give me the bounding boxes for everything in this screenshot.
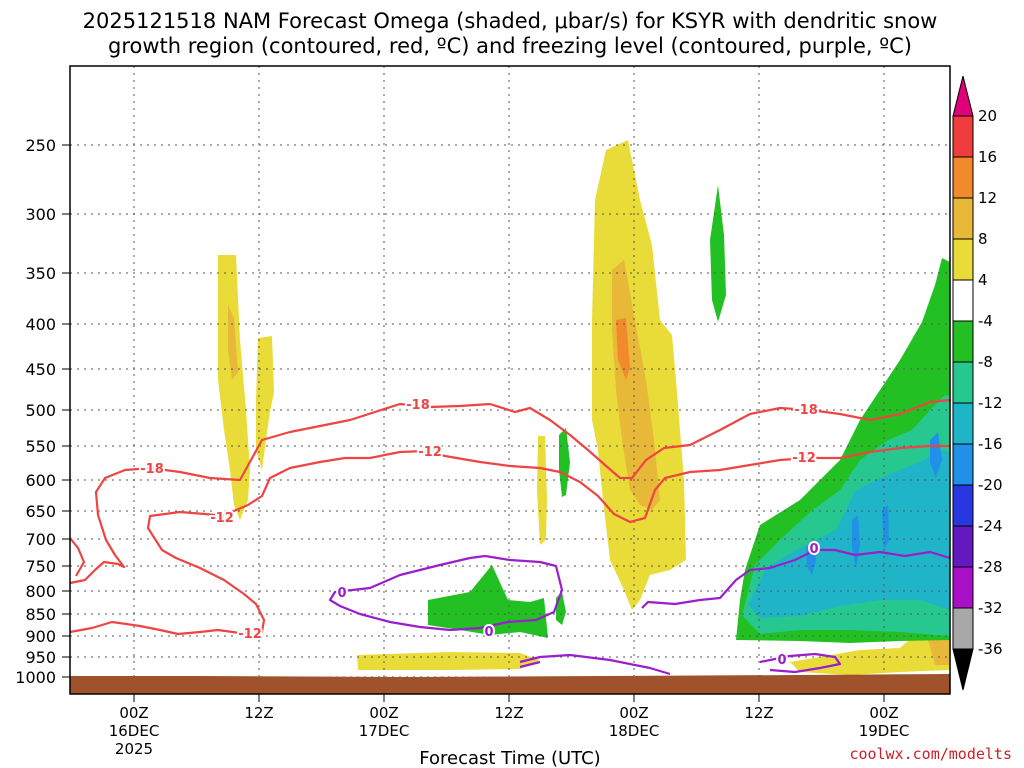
y-tick-label: 700 xyxy=(25,530,56,549)
y-tick-label: 600 xyxy=(25,471,56,490)
y-tick-label: 500 xyxy=(25,401,56,420)
contour-label-red: -18 xyxy=(794,403,818,418)
colorbar-label: 8 xyxy=(978,230,988,248)
colorbar-label: 12 xyxy=(978,189,997,207)
x-tick-label: 00Z xyxy=(869,704,898,722)
colorbar-swatch xyxy=(952,607,974,650)
contour-label-purple: 0 xyxy=(809,542,818,557)
contour-label-purple: 0 xyxy=(337,586,346,601)
y-tick-label: 300 xyxy=(25,205,56,224)
x-tick-label: 12Z xyxy=(244,704,273,722)
y-tick-label: 800 xyxy=(25,582,56,601)
dgz-contours xyxy=(70,398,950,636)
x-tick-label: 12Z xyxy=(744,704,773,722)
y-tick-label: 750 xyxy=(25,557,56,576)
contour-0-low2 xyxy=(519,660,541,669)
contour-label-purple: 0 xyxy=(777,653,786,668)
colorbar-swatch xyxy=(952,197,974,240)
plot-area: -18 -12 -18 -12 -12 -18 -12 0 0 0 0 xyxy=(15,65,951,768)
contour-label-red: -18 xyxy=(140,462,164,477)
contour-labels: -18 -12 -18 -12 -12 -18 -12 0 0 0 0 xyxy=(138,396,820,670)
colorbar-label: -36 xyxy=(978,640,1003,658)
colorbar-swatch xyxy=(952,402,974,445)
colorbar-bottom-arrow xyxy=(952,648,974,691)
plot-frame xyxy=(69,65,951,695)
colorbar-swatch xyxy=(952,279,974,322)
x-tick-label: 00Z xyxy=(369,704,398,722)
contour-minus12-left xyxy=(70,537,86,577)
x-tick-label: 00Z xyxy=(619,704,648,722)
y-tick-label: 400 xyxy=(25,315,56,334)
colorbar-label: -20 xyxy=(978,476,1003,494)
contour-label-red: -18 xyxy=(406,398,430,413)
colorbar-labels: 20 16 12 8 4 -4 -8 -12 -16 -20 -24 -28 -… xyxy=(978,107,1003,658)
x-tick-label: 17DEC xyxy=(359,722,410,740)
omega-shading-negative xyxy=(428,185,950,643)
colorbar-label: 16 xyxy=(978,148,997,166)
colorbar-label: -12 xyxy=(978,394,1003,412)
x-tick-label: 2025 xyxy=(115,740,153,758)
contour-label-red: -12 xyxy=(238,627,262,642)
colorbar-swatch xyxy=(952,156,974,199)
colorbar-swatch xyxy=(952,361,974,404)
y-tick-label: 650 xyxy=(25,502,56,521)
colorbar-label: 4 xyxy=(978,271,988,289)
contour-label-red: -12 xyxy=(210,511,234,526)
colorbar-label: 20 xyxy=(978,107,997,125)
contour-minus12 xyxy=(70,444,950,636)
y-tick-label: 450 xyxy=(25,360,56,379)
chart-title-line2: growth region (contoured, red, ºC) and f… xyxy=(108,34,912,58)
colorbar-swatch xyxy=(952,484,974,527)
contour-0-right xyxy=(759,652,842,674)
contour-label-red: -12 xyxy=(792,451,816,466)
x-axis-label: Forecast Time (UTC) xyxy=(419,748,600,768)
colorbar-swatch xyxy=(952,566,974,609)
x-tick-label: 12Z xyxy=(494,704,523,722)
colorbar-swatch xyxy=(952,443,974,486)
ground-terrain xyxy=(70,674,950,694)
y-tick-label: 350 xyxy=(25,264,56,283)
omega-shading-positive xyxy=(218,140,950,675)
y-tick-label: 550 xyxy=(25,437,56,456)
x-tick-label: 18DEC xyxy=(609,722,660,740)
y-tick-label: 1000 xyxy=(15,668,56,687)
x-tick-labels: 00Z 16DEC 2025 12Z 00Z 17DEC 12Z 00Z 18D… xyxy=(109,704,910,758)
colorbar-label: -32 xyxy=(978,599,1003,617)
x-tick-label: 19DEC xyxy=(859,722,910,740)
axis-ticks xyxy=(62,144,885,702)
contour-0-loop xyxy=(328,554,564,632)
colorbar-label: -24 xyxy=(978,517,1003,535)
contour-0-east xyxy=(641,548,950,609)
y-tick-label: 850 xyxy=(25,605,56,624)
contour-minus18 xyxy=(70,398,950,585)
colorbar xyxy=(952,75,974,691)
colorbar-swatch xyxy=(952,320,974,363)
colorbar-label: -8 xyxy=(978,353,993,371)
y-tick-labels: 250 300 350 400 450 500 550 600 650 700 … xyxy=(15,136,56,687)
colorbar-label: -4 xyxy=(978,312,993,330)
x-tick-label: 16DEC xyxy=(109,722,160,740)
freezing-level-contours xyxy=(328,548,950,676)
y-tick-label: 950 xyxy=(25,648,56,667)
y-tick-label: 250 xyxy=(25,136,56,155)
y-tick-label: 900 xyxy=(25,627,56,646)
colorbar-label: -16 xyxy=(978,435,1003,453)
colorbar-top-arrow xyxy=(952,75,974,117)
x-tick-label: 00Z xyxy=(119,704,148,722)
colorbar-swatch xyxy=(952,115,974,158)
colorbar-label: -28 xyxy=(978,558,1003,576)
contour-label-red: -12 xyxy=(418,445,442,460)
colorbar-swatch xyxy=(952,525,974,568)
contour-label-purple: 0 xyxy=(484,625,493,640)
colorbar-swatch xyxy=(952,238,974,281)
contour-0-low xyxy=(519,653,671,676)
chart-title-line1: 2025121518 NAM Forecast Omega (shaded, μ… xyxy=(83,9,938,33)
credit-text: coolwx.com/modelts xyxy=(849,745,1012,763)
